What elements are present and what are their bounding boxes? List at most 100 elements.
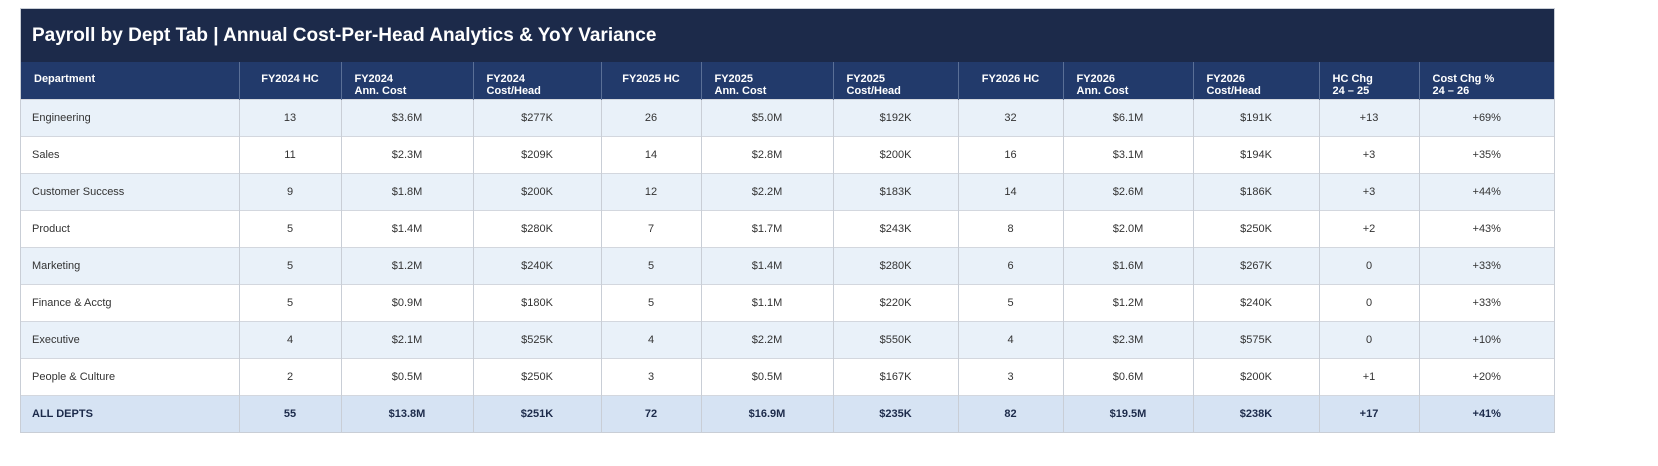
value-cell: $5.0M xyxy=(700,99,833,137)
value-cell: 5 xyxy=(238,284,341,322)
value-cell: $200K xyxy=(1192,358,1319,396)
table-row: Engineering 13 $3.6M $277K 26 $5.0M $192K 32 $6.… xyxy=(21,99,1554,137)
value-cell: $240K xyxy=(1192,284,1319,322)
value-cell: 11 xyxy=(238,136,341,174)
value-cell: +41% xyxy=(1418,395,1554,432)
column-header[interactable]: FY2024 Cost/Head xyxy=(472,62,601,100)
payroll-table: Department FY2024 HC FY2024 Ann. Cost FY2024… xyxy=(21,62,1554,432)
column-header-label: FY2025 xyxy=(714,73,754,85)
column-header-sublabel: Cost/Head xyxy=(1206,85,1261,97)
value-cell: +44% xyxy=(1418,173,1554,211)
column-header[interactable]: HC Chg 24 – 25 xyxy=(1318,62,1419,100)
value-cell: $575K xyxy=(1192,321,1319,359)
value-cell: $235K xyxy=(832,395,958,432)
column-header-sublabel: 24 – 25 xyxy=(1332,85,1370,97)
department-cell: Marketing xyxy=(21,247,239,285)
value-cell: 9 xyxy=(238,173,341,211)
value-cell: $192K xyxy=(832,99,958,137)
value-cell: $2.3M xyxy=(1062,321,1193,359)
value-cell: $2.0M xyxy=(1062,210,1193,248)
value-cell: +17 xyxy=(1318,395,1419,432)
value-cell: $525K xyxy=(472,321,601,359)
value-cell: $1.1M xyxy=(700,284,833,322)
department-cell: Engineering xyxy=(21,99,239,137)
value-cell: $19.5M xyxy=(1062,395,1193,432)
value-cell: $200K xyxy=(832,136,958,174)
table-row: Executive 4 $2.1M $525K 4 $2.2M $550K 4 $2.3M $57… xyxy=(21,321,1554,359)
column-header-sublabel: Ann. Cost xyxy=(714,85,767,97)
value-cell: 13 xyxy=(238,99,341,137)
value-cell: $0.5M xyxy=(700,358,833,396)
column-header-label: FY2024 HC xyxy=(261,73,319,85)
value-cell: +69% xyxy=(1418,99,1554,137)
table-row: Marketing 5 $1.2M $240K 5 $1.4M $280K 6 $1.6M $26… xyxy=(21,247,1554,285)
value-cell: +2 xyxy=(1318,210,1419,248)
value-cell: +3 xyxy=(1318,136,1419,174)
table-row: Finance & Acctg 5 $0.9M $180K 5 $1.1M $220K 5 $1… xyxy=(21,284,1554,322)
value-cell: $167K xyxy=(832,358,958,396)
value-cell: 5 xyxy=(600,284,701,322)
table-row: People & Culture 2 $0.5M $250K 3 $0.5M $167K 3 $… xyxy=(21,358,1554,396)
value-cell: 0 xyxy=(1318,247,1419,285)
value-cell: $209K xyxy=(472,136,601,174)
value-cell: $2.3M xyxy=(340,136,473,174)
value-cell: 0 xyxy=(1318,321,1419,359)
department-cell: People & Culture xyxy=(21,358,239,396)
column-header-label: FY2024 xyxy=(486,73,526,85)
value-cell: +35% xyxy=(1418,136,1554,174)
column-header-label: FY2026 xyxy=(1076,73,1116,85)
column-header[interactable]: FY2026 Cost/Head xyxy=(1192,62,1319,100)
column-header-label: FY2025 xyxy=(846,73,886,85)
column-header[interactable]: FY2026 HC xyxy=(957,62,1063,100)
value-cell: $277K xyxy=(472,99,601,137)
value-cell: 6 xyxy=(957,247,1063,285)
value-cell: 4 xyxy=(600,321,701,359)
value-cell: 5 xyxy=(238,247,341,285)
value-cell: 2 xyxy=(238,358,341,396)
value-cell: $1.6M xyxy=(1062,247,1193,285)
department-cell: ALL DEPTS xyxy=(21,395,239,432)
value-cell: 3 xyxy=(600,358,701,396)
column-header[interactable]: Cost Chg % 24 – 26 xyxy=(1418,62,1554,100)
value-cell: $186K xyxy=(1192,173,1319,211)
value-cell: $2.6M xyxy=(1062,173,1193,211)
column-header[interactable]: FY2025 Cost/Head xyxy=(832,62,958,100)
value-cell: +10% xyxy=(1418,321,1554,359)
value-cell: $2.2M xyxy=(700,173,833,211)
value-cell: $1.2M xyxy=(1062,284,1193,322)
column-header-label: Department xyxy=(34,73,96,85)
value-cell: 4 xyxy=(957,321,1063,359)
column-header[interactable]: FY2025 Ann. Cost xyxy=(700,62,833,100)
value-cell: $250K xyxy=(1192,210,1319,248)
panel-title: Payroll by Dept Tab | Annual Cost-Per-He… xyxy=(21,9,1554,62)
column-header-label: FY2026 HC xyxy=(981,73,1040,85)
value-cell: $280K xyxy=(472,210,601,248)
column-header[interactable]: FY2025 HC xyxy=(600,62,701,100)
value-cell: $0.6M xyxy=(1062,358,1193,396)
column-header-label: FY2026 xyxy=(1206,73,1246,85)
department-cell: Customer Success xyxy=(21,173,239,211)
column-header-label: FY2024 xyxy=(354,73,394,85)
value-cell: 5 xyxy=(238,210,341,248)
column-header[interactable]: FY2024 Ann. Cost xyxy=(340,62,473,100)
column-header[interactable]: FY2024 HC xyxy=(238,62,341,100)
value-cell: $6.1M xyxy=(1062,99,1193,137)
value-cell: 3 xyxy=(957,358,1063,396)
value-cell: 12 xyxy=(600,173,701,211)
department-cell: Finance & Acctg xyxy=(21,284,239,322)
value-cell: 72 xyxy=(600,395,701,432)
column-header-label: FY2025 HC xyxy=(622,73,680,85)
value-cell: 8 xyxy=(957,210,1063,248)
column-header-sublabel: Ann. Cost xyxy=(1076,85,1129,97)
value-cell: 0 xyxy=(1318,284,1419,322)
department-cell: Executive xyxy=(21,321,239,359)
column-header[interactable]: Department xyxy=(21,62,239,100)
header-row: Department FY2024 HC FY2024 Ann. Cost FY2024… xyxy=(21,62,1554,100)
value-cell: $194K xyxy=(1192,136,1319,174)
column-header[interactable]: FY2026 Ann. Cost xyxy=(1062,62,1193,100)
total-row: ALL DEPTS 55 $13.8M $251K 72 $16.9M $235K 82 $19… xyxy=(21,395,1554,432)
value-cell: +13 xyxy=(1318,99,1419,137)
value-cell: $1.4M xyxy=(340,210,473,248)
column-header-label: Cost Chg % xyxy=(1432,73,1495,85)
value-cell: +3 xyxy=(1318,173,1419,211)
